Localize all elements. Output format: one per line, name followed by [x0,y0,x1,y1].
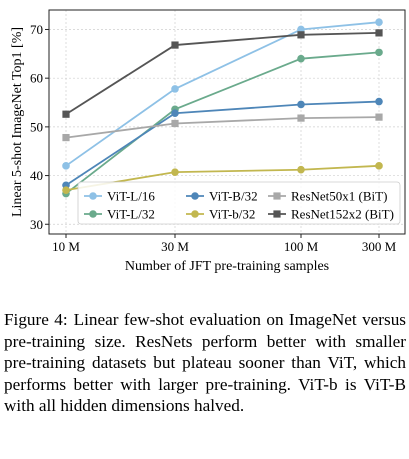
series-line [65,164,380,192]
series-vit-b-32 [62,162,383,194]
data-point [375,113,383,121]
series-line [65,51,380,195]
data-point [375,18,383,26]
series-line [65,116,380,139]
series-resnet152x2-bit [62,29,383,118]
caption-text: Linear few-shot evaluation on ImageNet v… [4,310,406,415]
legend: ViT-L/16 ViT-B/32 ResNet50x1 (BiT) ViT-L/32… [77,181,401,225]
series-line [65,31,380,115]
data-point [62,162,70,170]
data-point [62,110,70,118]
data-point [171,41,179,49]
data-point [171,85,179,93]
legend-label: ResNet50x1 (BiT) [291,189,387,204]
caption-label: Figure 4: [4,310,68,329]
data-point [297,31,305,39]
legend-marker [191,210,199,218]
y-tick-label: 70 [30,22,43,37]
legend-marker [191,192,199,200]
series-line [65,21,380,167]
data-point [297,114,305,122]
data-point [375,162,383,170]
data-point [62,133,70,142]
legend-marker [273,210,281,218]
x-tick-label: 10 M [52,239,80,254]
legend-marker [89,192,97,200]
data-point [171,109,179,118]
legend-label: ResNet152x2 (BiT) [291,207,394,222]
legend-label: ViT-B/32 [209,189,258,204]
data-point [297,54,305,63]
legend-label: ViT-L/16 [107,189,155,204]
legend-marker [89,210,97,218]
data-point [171,119,179,128]
legend-box [77,181,401,225]
data-point [171,168,179,176]
series-resnet50x1-bit [62,113,383,142]
data-point [297,165,305,174]
x-axis-label: Number of JFT pre-training samples [125,259,329,274]
data-point [297,100,305,109]
y-tick-label: 60 [30,71,43,86]
x-tick-label: 100 M [284,239,319,254]
y-axis-label: Linear 5-shot ImageNet Top1 [%] [10,27,25,217]
series-vit-l-32 [62,48,383,198]
data-point [375,48,383,57]
data-point [62,186,70,194]
figure-caption: Figure 4: Linear few-shot evaluation on I… [4,309,406,417]
data-point [375,29,383,37]
plot-frame [48,9,406,235]
y-tick-label: 50 [30,119,43,134]
x-tick-label: 300 M [362,239,397,254]
y-tick-label: 40 [30,168,43,183]
legend-marker [273,192,281,200]
line-chart: 30 40 50 60 70 10 M 30 M 100 M 300 M Number of JF… [10,9,406,274]
x-tick-label: 30 M [161,239,189,254]
legend-label: ViT-L/32 [107,207,155,222]
series-line [65,100,380,187]
y-tick-label: 30 [30,217,43,232]
legend-label: ViT-b/32 [209,207,255,222]
data-point [375,97,383,106]
